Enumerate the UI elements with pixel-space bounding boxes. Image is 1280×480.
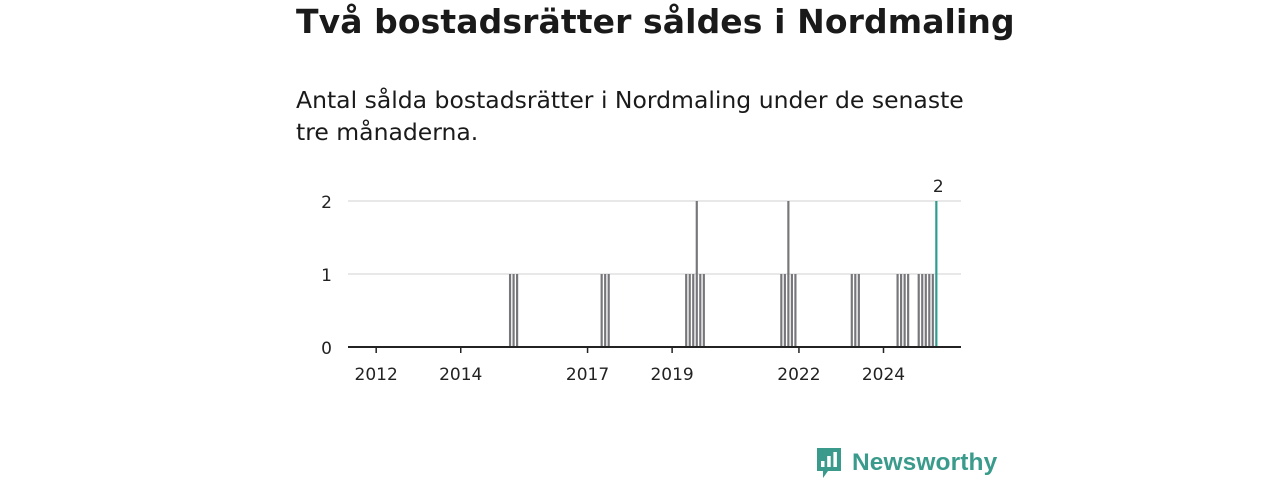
axes	[348, 346, 961, 353]
bar-chart: 0 1 2 2012 2014 2017 2019 2022 2024 2	[321, 177, 961, 385]
chart-speech-bubble-icon	[817, 448, 841, 478]
bar	[604, 274, 607, 347]
bar	[896, 274, 899, 347]
bar	[935, 201, 938, 347]
grid-lines	[348, 200, 961, 275]
bar	[794, 274, 797, 347]
bar	[600, 274, 603, 347]
bar	[850, 274, 853, 347]
bar	[928, 274, 931, 347]
bar	[688, 274, 691, 347]
bar	[607, 274, 610, 347]
bars	[508, 201, 938, 347]
bar	[903, 274, 906, 347]
chart-subtitle: Antal sålda bostadsrätter i Nordmaling u…	[296, 86, 964, 146]
bar	[907, 274, 910, 347]
bar	[512, 274, 515, 347]
y-tick-label: 1	[321, 266, 332, 286]
x-tick-label: 2019	[650, 365, 693, 385]
bar	[508, 274, 512, 347]
y-tick-label: 0	[321, 339, 332, 359]
labels: 0 1 2 2012 2014 2017 2019 2022 2024 2	[321, 177, 944, 385]
bar	[692, 274, 695, 347]
bar	[931, 274, 934, 347]
bar	[900, 274, 903, 347]
newsworthy-logo[interactable]: Newsworthy	[815, 446, 997, 480]
x-tick-label: 2014	[439, 365, 482, 385]
chart-title: Två bostadsrätter såldes i Nordmaling	[296, 2, 1015, 41]
bar	[699, 274, 702, 347]
bar	[780, 274, 783, 347]
bar	[924, 274, 927, 347]
brand-name: Newsworthy	[852, 449, 998, 476]
x-tick-label: 2012	[355, 365, 398, 385]
data-label: 2	[933, 177, 944, 197]
bar	[695, 201, 698, 347]
bar	[787, 201, 790, 347]
bar	[783, 274, 786, 347]
bar	[702, 274, 705, 347]
bar	[685, 274, 688, 347]
x-tick-label: 2022	[777, 365, 820, 385]
bar	[917, 274, 920, 347]
y-tick-label: 2	[321, 193, 332, 213]
bar	[854, 274, 857, 347]
bar	[516, 274, 519, 347]
x-tick-label: 2024	[862, 365, 905, 385]
bar	[790, 274, 793, 347]
bar	[921, 274, 924, 347]
x-tick-label: 2017	[566, 365, 609, 385]
bar	[857, 274, 860, 347]
